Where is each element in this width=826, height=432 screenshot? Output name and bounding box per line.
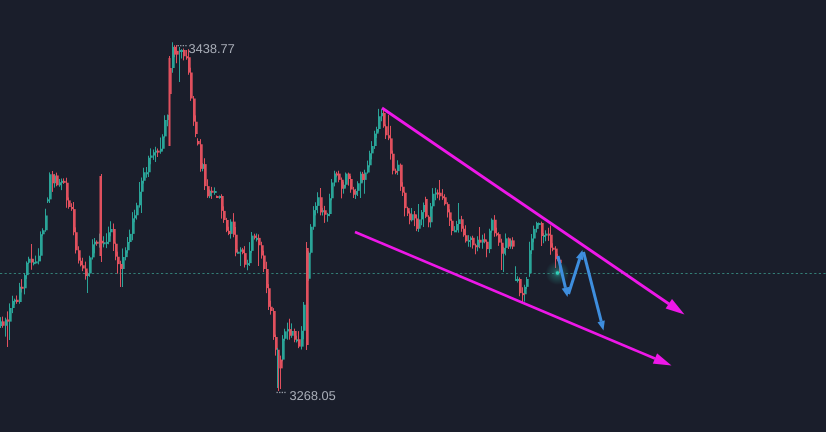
- svg-text:3268.05: 3268.05: [290, 388, 336, 403]
- svg-text:3438.77: 3438.77: [189, 41, 235, 56]
